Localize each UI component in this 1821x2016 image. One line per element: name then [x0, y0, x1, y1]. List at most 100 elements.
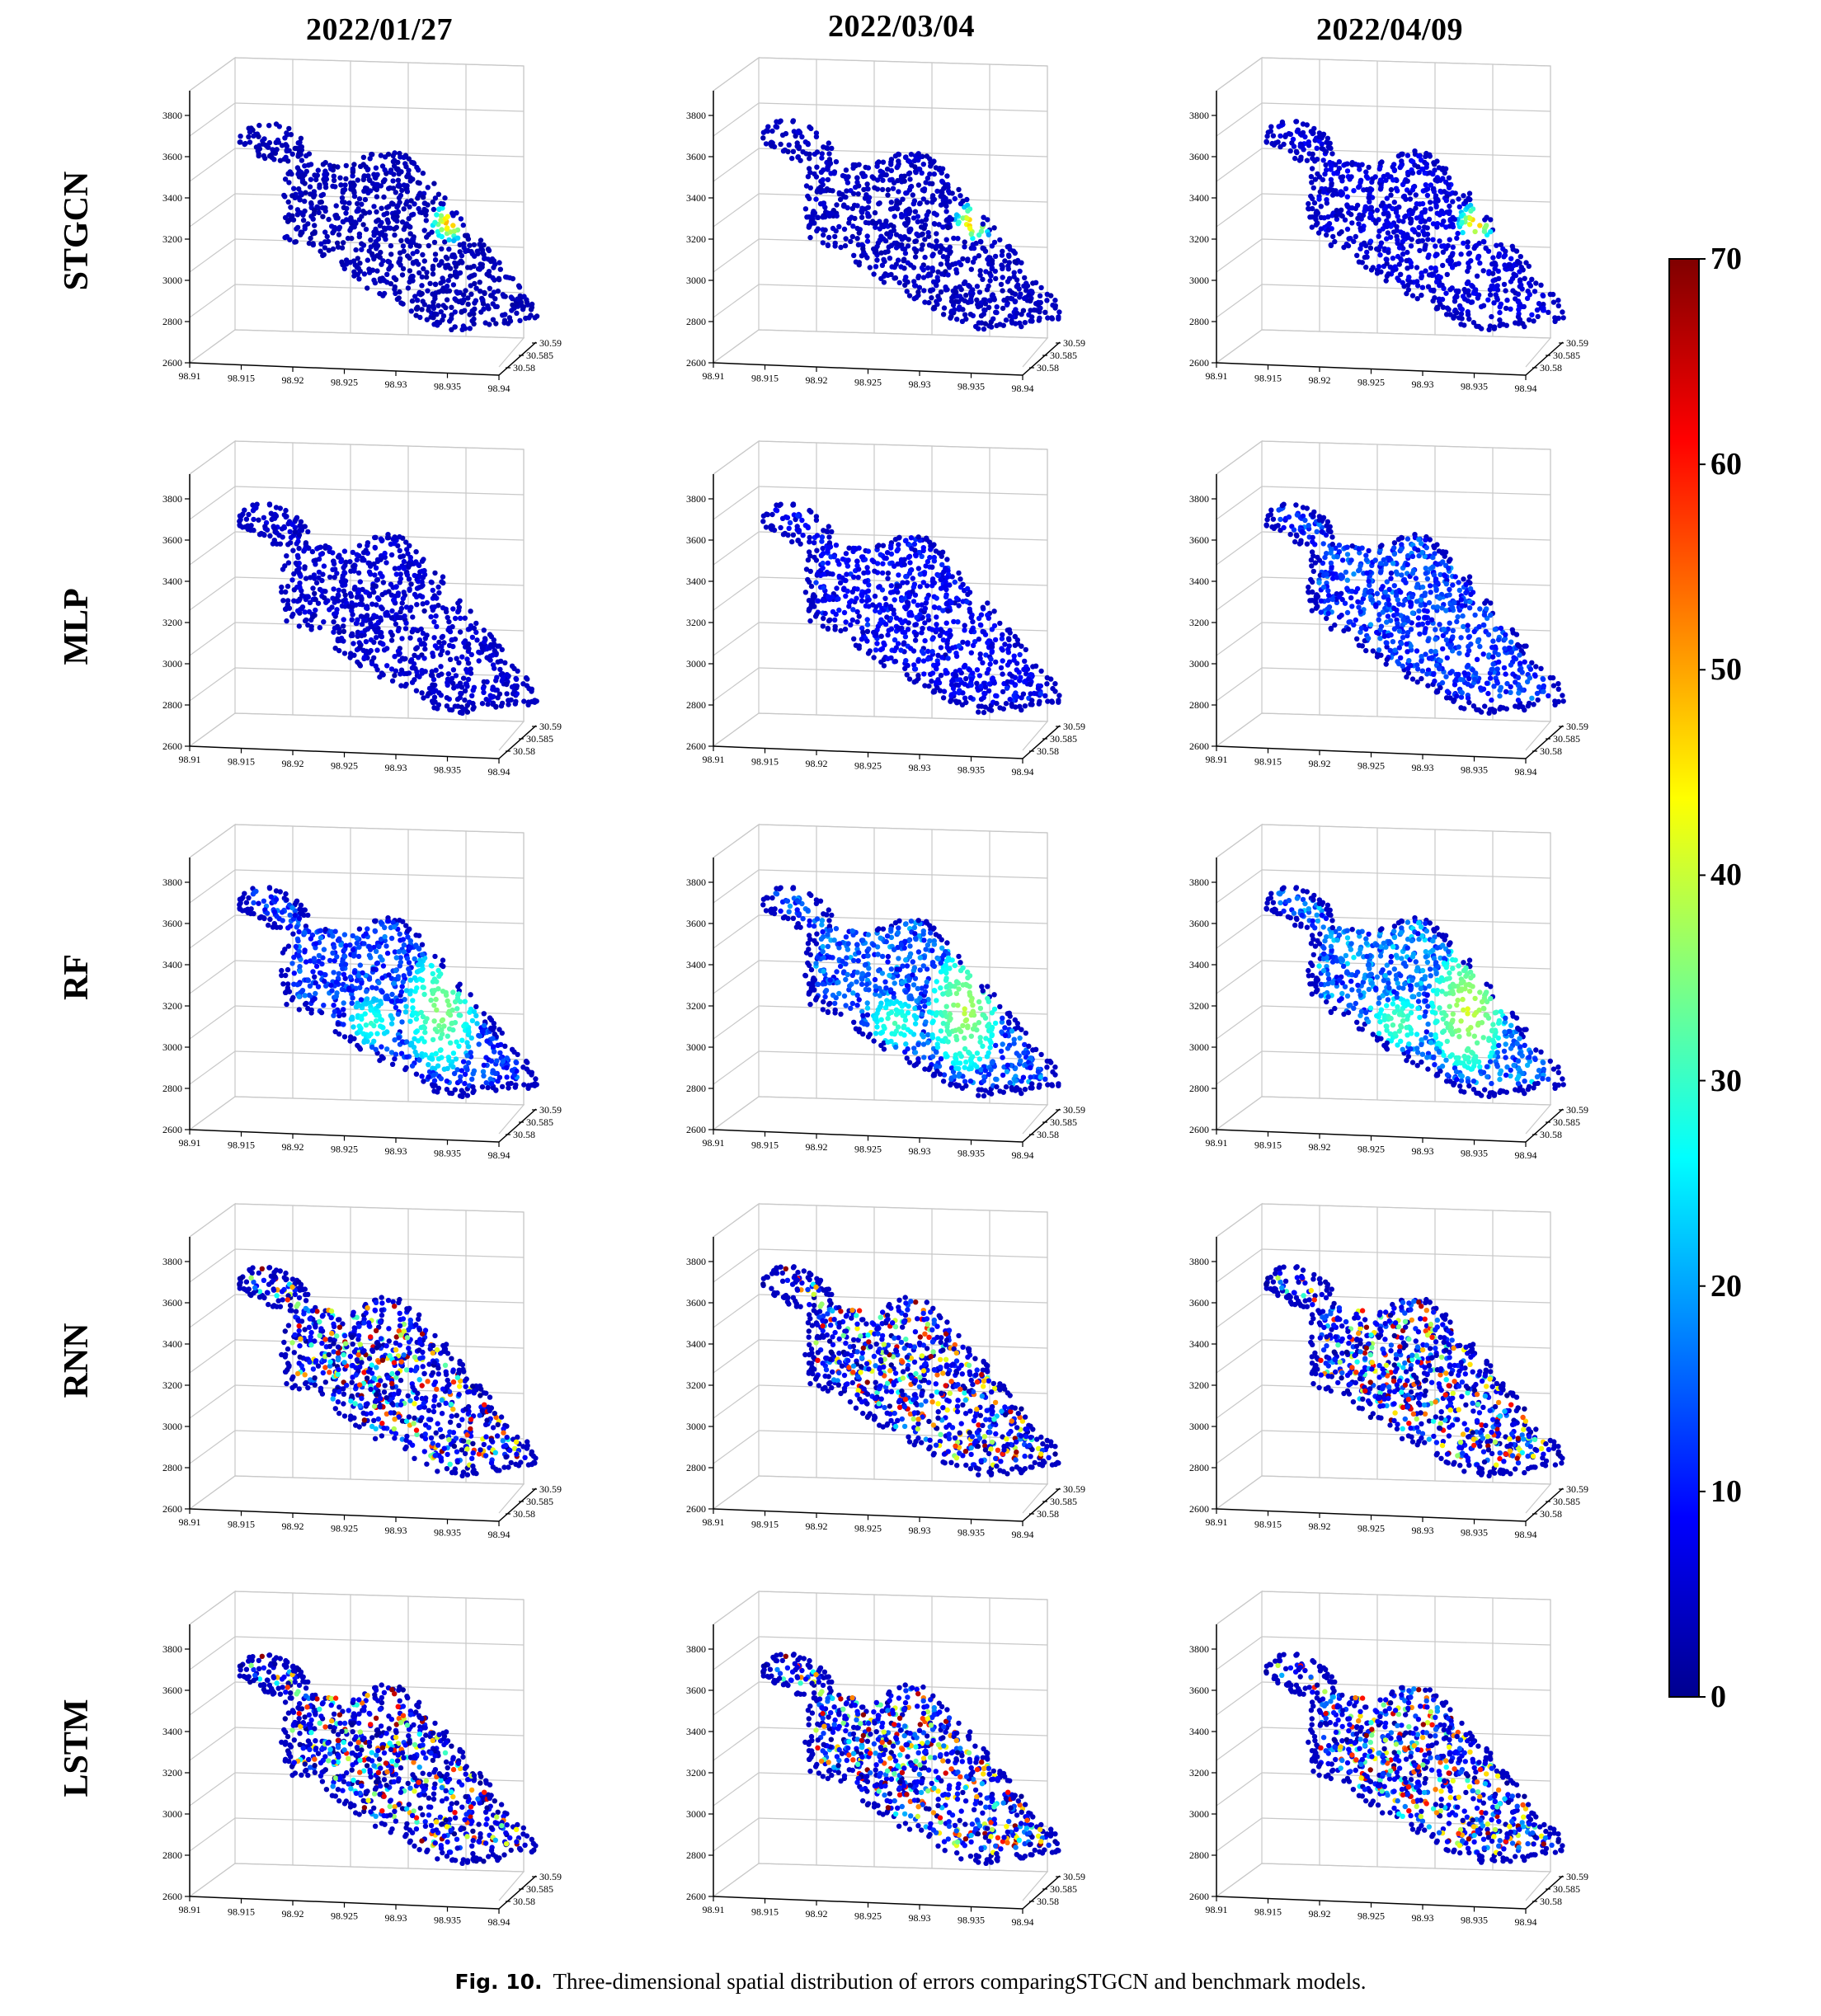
data-point	[1351, 188, 1357, 194]
data-point	[1014, 310, 1020, 317]
data-point	[1442, 189, 1447, 195]
data-point	[364, 605, 369, 611]
data-point	[1494, 242, 1499, 248]
data-point	[1336, 210, 1343, 216]
data-point	[496, 260, 502, 266]
data-point	[468, 666, 473, 672]
data-point	[1383, 177, 1389, 183]
data-point	[506, 702, 511, 707]
data-point	[333, 212, 340, 219]
data-point	[790, 118, 797, 124]
data-point	[413, 688, 420, 693]
data-point	[920, 658, 927, 664]
data-point	[1011, 653, 1017, 659]
data-point	[393, 668, 399, 674]
data-point	[989, 265, 995, 271]
data-point	[358, 613, 365, 619]
data-point	[1363, 242, 1369, 249]
data-point	[946, 262, 952, 269]
data-point	[412, 591, 418, 598]
data-point	[991, 623, 998, 629]
data-point	[1490, 270, 1496, 276]
z-tick-label: 3400	[162, 192, 182, 204]
z-gridline	[234, 102, 525, 112]
data-point	[462, 233, 468, 238]
data-point	[350, 549, 355, 556]
data-point	[845, 588, 850, 594]
data-point	[1354, 252, 1360, 258]
z-tick-label: 3200	[162, 233, 182, 245]
data-point	[1465, 312, 1471, 317]
data-point	[334, 240, 341, 246]
data-point	[988, 273, 994, 279]
data-point	[1523, 260, 1529, 266]
data-point	[464, 265, 471, 270]
data-point	[341, 651, 348, 656]
data-point	[976, 232, 982, 238]
z-gridline	[713, 148, 760, 182]
data-point	[435, 191, 442, 197]
data-point	[297, 585, 303, 591]
data-point	[976, 253, 982, 259]
data-point	[960, 198, 966, 204]
data-point	[310, 241, 316, 247]
scatter-points	[760, 118, 1062, 332]
data-point	[420, 298, 426, 304]
data-point	[887, 256, 893, 261]
data-point	[374, 219, 379, 224]
data-point	[892, 647, 897, 654]
data-point	[1374, 590, 1381, 597]
data-point	[1007, 697, 1013, 703]
data-point	[329, 604, 335, 610]
data-point	[1450, 221, 1456, 228]
data-point	[454, 290, 460, 296]
data-point	[1372, 174, 1378, 180]
data-point	[1390, 256, 1396, 261]
data-point	[1320, 157, 1326, 163]
data-point	[1339, 174, 1346, 180]
data-point	[1004, 302, 1010, 308]
data-point	[471, 242, 478, 248]
data-point	[856, 613, 862, 619]
data-point	[892, 275, 899, 281]
data-point	[883, 602, 889, 608]
data-point	[882, 621, 889, 627]
data-point	[873, 220, 879, 227]
data-point	[282, 176, 289, 182]
data-point	[313, 580, 320, 586]
data-point	[892, 637, 898, 643]
data-point	[321, 563, 327, 569]
data-point	[367, 156, 373, 162]
data-point	[399, 656, 406, 661]
data-point	[322, 543, 328, 549]
data-point	[358, 163, 364, 169]
data-point	[408, 308, 414, 314]
data-point	[336, 587, 341, 593]
data-point	[952, 195, 958, 202]
data-point	[976, 709, 981, 715]
data-point	[903, 606, 909, 612]
data-point	[885, 192, 891, 198]
data-point	[1017, 268, 1023, 275]
data-point	[1318, 204, 1324, 209]
x-tick-label: 98.92	[282, 374, 304, 386]
data-point	[1378, 240, 1385, 246]
data-point	[1315, 220, 1320, 226]
data-point	[401, 206, 407, 212]
data-point	[1533, 280, 1539, 286]
data-point	[926, 299, 932, 306]
data-point	[310, 216, 316, 222]
data-point	[356, 233, 362, 240]
data-point	[1044, 681, 1050, 687]
x-tick-label: 98.925	[1358, 377, 1385, 388]
z-gridline	[713, 238, 760, 273]
data-point	[315, 167, 321, 173]
data-point	[330, 183, 336, 189]
data-point	[873, 264, 879, 270]
data-point	[1034, 308, 1040, 313]
data-point	[1363, 552, 1369, 558]
data-point	[352, 219, 358, 225]
data-point	[1522, 275, 1527, 281]
data-point	[388, 251, 394, 257]
